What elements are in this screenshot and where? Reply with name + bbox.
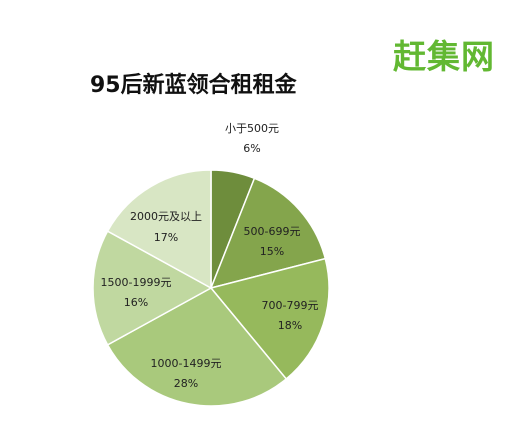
pie-slice-3 <box>106 287 288 407</box>
logo-text: 赶集网 <box>393 37 495 76</box>
slice-label-3: 1000-1499元 <box>151 357 222 370</box>
pie-slice-2 <box>209 257 330 380</box>
slice-value-label-0: 6% <box>243 142 260 155</box>
pie-slice-4 <box>92 230 213 346</box>
chart-title: 95后新蓝领合租租金 <box>90 73 297 98</box>
slice-value-label-4: 16% <box>124 296 148 309</box>
slice-label-4: 1500-1999元 <box>101 276 172 289</box>
slice-label-2: 700-799元 <box>262 299 319 312</box>
pie-slice-1 <box>209 177 327 290</box>
slice-value-label-2: 18% <box>278 319 302 332</box>
slice-label-0: 小于500元 <box>225 122 279 135</box>
pie-slice-5 <box>106 169 212 290</box>
slice-value-label-3: 28% <box>174 377 198 390</box>
slice-value-label-1: 15% <box>260 245 284 258</box>
slice-label-5: 2000元及以上 <box>130 210 202 223</box>
slice-value-label-5: 17% <box>154 231 178 244</box>
slice-label-1: 500-699元 <box>244 225 301 238</box>
